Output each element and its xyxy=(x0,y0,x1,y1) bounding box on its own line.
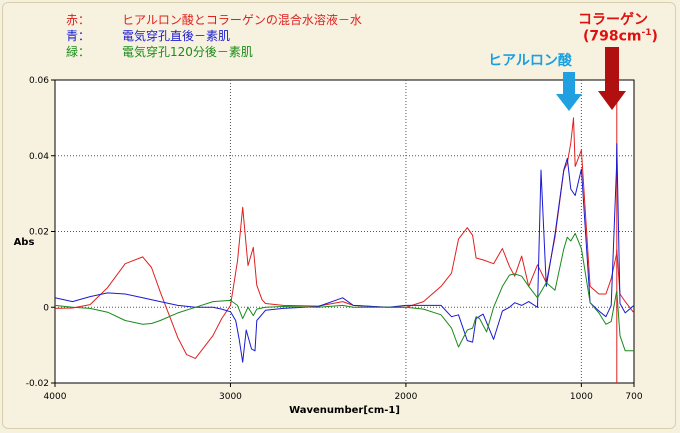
collagen-wn-text: (798cm xyxy=(583,28,642,45)
legend-key: 緑： xyxy=(66,45,91,59)
legend-label: 電気穿孔120分後－素肌 xyxy=(122,45,253,59)
legend-item-red: 赤： ヒアルロン酸とコラーゲンの混合水溶液－水 xyxy=(66,12,362,28)
legend-label: 電気穿孔直後－素肌 xyxy=(122,29,231,43)
collagen-arrow-shaft xyxy=(605,47,619,91)
legend-label: ヒアルロン酸とコラーゲンの混合水溶液－水 xyxy=(122,13,362,27)
series-line-1a1ad0 xyxy=(54,143,635,363)
series-line-1a8a1a xyxy=(54,232,634,352)
hyaluronic-arrow-shaft xyxy=(563,72,575,94)
legend-item-blue: 青： 電気穿孔直後－素肌 xyxy=(66,28,362,44)
x-tick-label: 3000 xyxy=(219,392,242,402)
legend-item-green: 緑： 電気穿孔120分後－素肌 xyxy=(66,44,362,60)
x-tick-label: 2000 xyxy=(394,392,417,402)
y-tick-label: 0.02 xyxy=(29,228,49,238)
x-tick-label: 1000 xyxy=(570,392,593,402)
x-tick-label: 700 xyxy=(625,392,642,402)
hyaluronic-label: ヒアルロン酸 xyxy=(488,53,572,69)
collagen-wn-sup: -1 xyxy=(641,28,652,38)
y-tick-label: 0.06 xyxy=(29,76,49,86)
series-line-e02020 xyxy=(54,117,635,359)
y-tick-label: 0.04 xyxy=(29,152,49,162)
legend: 赤： ヒアルロン酸とコラーゲンの混合水溶液－水 青： 電気穿孔直後－素肌 緑： … xyxy=(66,12,362,60)
collagen-wavenumber: (798cm-1) xyxy=(583,28,658,45)
collagen-wn-close: ) xyxy=(651,28,658,45)
legend-key: 赤： xyxy=(66,13,91,27)
hyaluronic-arrow-head xyxy=(556,94,582,111)
legend-key: 青： xyxy=(66,29,91,43)
collagen-arrow-head xyxy=(598,91,626,110)
y-axis-label: Abs xyxy=(14,237,35,248)
x-axis-label: Wavenumber[cm-1] xyxy=(289,405,400,416)
collagen-label: コラーゲン xyxy=(578,12,648,28)
y-tick-label: 0 xyxy=(43,303,49,313)
y-tick-label: -0.02 xyxy=(26,379,49,389)
x-tick-label: 4000 xyxy=(44,392,67,402)
